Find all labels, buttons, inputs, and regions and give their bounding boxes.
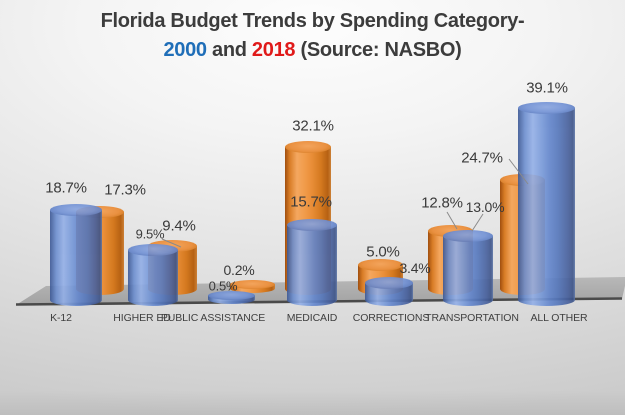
- chart-title: Florida Budget Trends by Spending Catego…: [0, 7, 625, 66]
- value-label-2018-medicaid: 32.1%: [292, 117, 334, 135]
- category-label-medicaid: MEDICAID: [286, 312, 338, 324]
- value-label-2000-all-other: 39.1%: [526, 79, 568, 97]
- cylinder-2000-corrections: [365, 277, 413, 306]
- value-label-2000-k-12: 18.7%: [45, 179, 87, 197]
- category-label-public-assistance: PUBLIC ASSISTANCE: [160, 312, 266, 324]
- value-label-2018-higher-ed: 9.4%: [162, 217, 196, 235]
- cylinder-2000-medicaid-body: [287, 225, 337, 306]
- category-label-transportation: TRANSPORTATION: [425, 312, 519, 324]
- cylinder-2000-transportation: [443, 230, 493, 306]
- cylinder-2000-k-12: [50, 204, 102, 306]
- cylinder-2000-transportation-body: [443, 236, 493, 306]
- value-label-2000-transportation: 13.0%: [465, 199, 505, 215]
- category-label-higher-ed: HIGHER ED: [113, 312, 171, 324]
- cylinder-2000-all-other: [518, 102, 575, 306]
- title-source: (Source: NASBO): [295, 39, 462, 62]
- cylinder-2000-higher-ed-cap: [128, 244, 178, 256]
- cylinder-2000-higher-ed: [128, 244, 178, 306]
- category-label-corrections: CORRECTIONS: [352, 312, 430, 324]
- cylinder-2000-all-other-cap: [518, 102, 575, 114]
- leader-line-2018-all-other: [508, 158, 529, 185]
- title-year-2000: 2000: [163, 39, 207, 62]
- value-label-2018-k-12: 17.3%: [104, 181, 146, 199]
- cylinder-2000-corrections-body: [365, 283, 413, 306]
- cylinder-2018-corrections-cap: [358, 259, 403, 271]
- cylinder-2000-medicaid-cap: [287, 219, 337, 231]
- cylinder-2000-public-assistance-cap: [208, 290, 255, 300]
- category-label-all-other: ALL OTHER: [530, 312, 588, 324]
- value-label-2000-public-assistance: 0.5%: [208, 278, 238, 294]
- title-year-2018: 2018: [251, 39, 296, 62]
- cylinder-2000-transportation-cap: [443, 230, 493, 242]
- cylinder-2018-public-assistance-cap: [230, 279, 275, 289]
- cylinder-2000-all-other-body: [518, 108, 575, 306]
- chart-title-line2: 2000 and 2018 (Source: NASBO): [0, 36, 625, 65]
- cylinder-2000-corrections-cap: [365, 277, 413, 289]
- value-label-2000-corrections: 3.4%: [399, 260, 431, 276]
- value-label-2018-transportation: 12.8%: [421, 194, 463, 212]
- leader-line-2018-transportation: [446, 211, 458, 230]
- title-and: and: [206, 39, 252, 62]
- cylinder-2018-public-assistance: [230, 279, 275, 293]
- cylinder-2000-medicaid: [287, 219, 337, 306]
- category-label-k-12: K-12: [50, 312, 72, 324]
- chart-title-line1: Florida Budget Trends by Spending Catego…: [100, 10, 525, 32]
- value-label-2000-higher-ed: 9.5%: [135, 226, 165, 242]
- value-label-2018-public-assistance: 0.2%: [223, 262, 255, 278]
- cylinder-2018-medicaid-cap: [285, 141, 331, 153]
- leader-line-2018-higher-ed: [161, 238, 182, 248]
- value-label-2018-all-other: 24.7%: [461, 149, 503, 167]
- cylinder-2000-public-assistance: [208, 290, 255, 304]
- cylinder-2000-higher-ed-body: [128, 250, 178, 306]
- cylinder-2000-k-12-body: [50, 210, 102, 306]
- value-label-2000-medicaid: 15.7%: [290, 193, 332, 211]
- value-label-2018-corrections: 5.0%: [366, 243, 400, 261]
- leader-line-2000-transportation: [471, 213, 484, 232]
- cylinder-2000-k-12-cap: [50, 204, 102, 216]
